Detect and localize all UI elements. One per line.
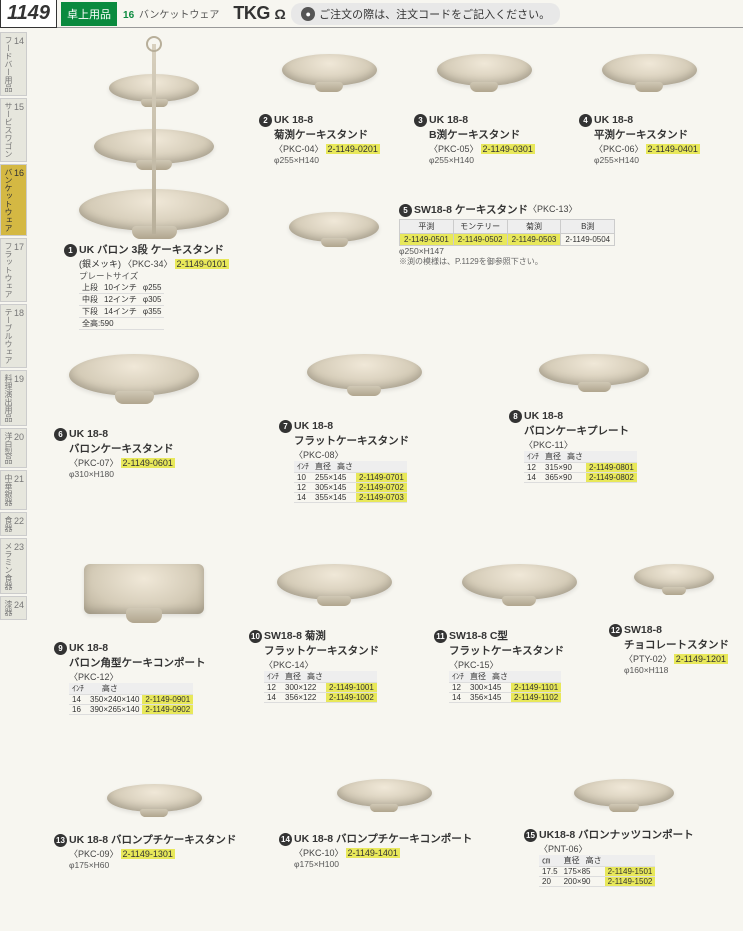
product-7: 7UK 18-8 フラットケーキスタンド 〈PKC-08〉 ｲﾝﾁ直径高さ 10… <box>279 354 449 503</box>
category-badge: 卓上用品 <box>61 2 117 26</box>
subcategory-label: バンケットウェア <box>139 10 220 21</box>
order-note: ● ご注文の際は、注文コードをご記入ください。 <box>291 3 560 25</box>
sidebar-item[interactable]: 15サービスワゴン <box>0 98 27 162</box>
sidebar-item[interactable]: 24漆器 <box>0 596 27 620</box>
product-image <box>539 354 649 386</box>
product-image <box>602 54 697 86</box>
product-4: 4UK 18-8 平渕ケーキスタンド 〈PKC-06〉2-1149-0401 φ… <box>579 54 719 165</box>
product-9: 9UK 18-8 バロン角型ケーキコンポート 〈PKC-12〉 ｲﾝﾁ高さ 14… <box>54 564 234 715</box>
sidebar-item[interactable]: 23メラミン食器 <box>0 538 27 594</box>
product-13: 13UK 18-8 バロンプチケーキスタンド 〈PKC-09〉2-1149-13… <box>54 784 254 870</box>
product-6: 6UK 18-8 バロンケーキスタンド 〈PKC-07〉2-1149-0601 … <box>54 354 214 479</box>
sidebar-item[interactable]: 22食器 <box>0 512 27 536</box>
bullet-icon: ● <box>301 7 315 21</box>
product-12: 12SW18-8 チョコレートスタンド 〈PTY-02〉2-1149-1201 … <box>609 564 739 675</box>
product-2: 2UK 18-8 菊渕ケーキスタンド 〈PKC-04〉2-1149-0201 φ… <box>259 54 399 165</box>
sidebar: 14フードバー用品 15サービスワゴン 16バンケットウェア 17フラットウェア… <box>0 32 28 622</box>
product-image <box>634 564 714 590</box>
product-10: 10SW18-8 菊渕 フラットケーキスタンド 〈PKC-14〉 ｲﾝﾁ直径高さ… <box>249 564 419 703</box>
product-11: 11SW18-8 C型 フラットケーキスタンド 〈PKC-15〉 ｲﾝﾁ直径高さ… <box>434 564 604 703</box>
product-15: 15UK18-8 バロンナッツコンポート 〈PNT-06〉 ㎝直径高さ 17.5… <box>524 779 724 887</box>
product-3: 3UK 18-8 B渕ケーキスタンド 〈PKC-05〉2-1149-0301 φ… <box>414 54 554 165</box>
spec-table: ｲﾝﾁ高さ 14350×240×1402-1149-0901 16390×265… <box>69 683 193 715</box>
product-image <box>574 779 674 807</box>
product-image <box>84 564 204 614</box>
product-image <box>282 54 377 86</box>
product-image <box>307 354 422 390</box>
product-image <box>277 564 392 600</box>
product-5: 5SW18-8 ケーキスタンド 〈PKC-13〉 平渕モンテリー菊渕B渕 2-1… <box>279 204 719 267</box>
sidebar-item[interactable]: 14フードバー用品 <box>0 32 27 96</box>
subcategory-num: 16 <box>123 10 134 21</box>
sidebar-item[interactable]: 21中華銀器 <box>0 470 27 510</box>
spec-table: ｲﾝﾁ直径高さ 12300×1452-1149-1101 14356×1452-… <box>449 671 561 703</box>
spec-table: ㎝直径高さ 17.5175×852-1149-1501 20200×902-11… <box>539 855 655 887</box>
product-image <box>289 212 379 242</box>
spec-table: ｲﾝﾁ直径高さ 10255×1452-1149-0701 12305×1452-… <box>294 461 407 503</box>
brand-logo: TKG Ω <box>233 3 285 24</box>
sidebar-item[interactable]: 20洋白製品 <box>0 428 27 468</box>
product-title: UK バロン 3段 ケーキスタンド <box>79 244 224 257</box>
catalog-content: 1UK バロン 3段 ケーキスタンド (銀メッキ) 〈PKC-34〉 2-114… <box>34 34 739 927</box>
product-8: 8UK 18-8 バロンケーキプレート 〈PKC-11〉 ｲﾝﾁ直径高さ 123… <box>509 354 679 483</box>
sidebar-item[interactable]: 18テーブルウェア <box>0 304 27 368</box>
spec-table: 上段10インチφ255 中段12インチφ305 下段14インチφ355 全高:5… <box>79 282 164 330</box>
product-image <box>64 44 244 244</box>
sidebar-item-active[interactable]: 16バンケットウェア <box>0 164 27 236</box>
sidebar-item[interactable]: 17フラットウェア <box>0 238 27 302</box>
product-image <box>437 54 532 86</box>
variant-table: 平渕モンテリー菊渕B渕 2-1149-05012-1149-05022-1149… <box>399 219 615 246</box>
order-code: 2-1149-0101 <box>175 259 229 269</box>
product-1: 1UK バロン 3段 ケーキスタンド (銀メッキ) 〈PKC-34〉 2-114… <box>64 44 244 330</box>
product-14: 14UK 18-8 バロンプチケーキコンポート 〈PKC-10〉2-1149-1… <box>279 779 489 869</box>
sidebar-item[interactable]: 19料理演出用品 <box>0 370 27 426</box>
spec-table: ｲﾝﾁ直径高さ 12315×902-1149-0801 14365×902-11… <box>524 451 637 483</box>
product-image <box>462 564 577 600</box>
page-header: 1149 卓上用品 16 バンケットウェア TKG Ω ● ご注文の際は、注文コ… <box>0 0 743 28</box>
spec-table: ｲﾝﾁ直径高さ 12300×1222-1149-1001 14356×1222-… <box>264 671 377 703</box>
product-image <box>107 784 202 812</box>
brand-symbol: Ω <box>274 6 285 22</box>
product-image <box>69 354 199 396</box>
product-image <box>337 779 432 807</box>
subcategory: 16 バンケットウェア <box>123 6 219 21</box>
page-number: 1149 <box>0 0 57 28</box>
product-number-icon: 1 <box>64 244 77 257</box>
